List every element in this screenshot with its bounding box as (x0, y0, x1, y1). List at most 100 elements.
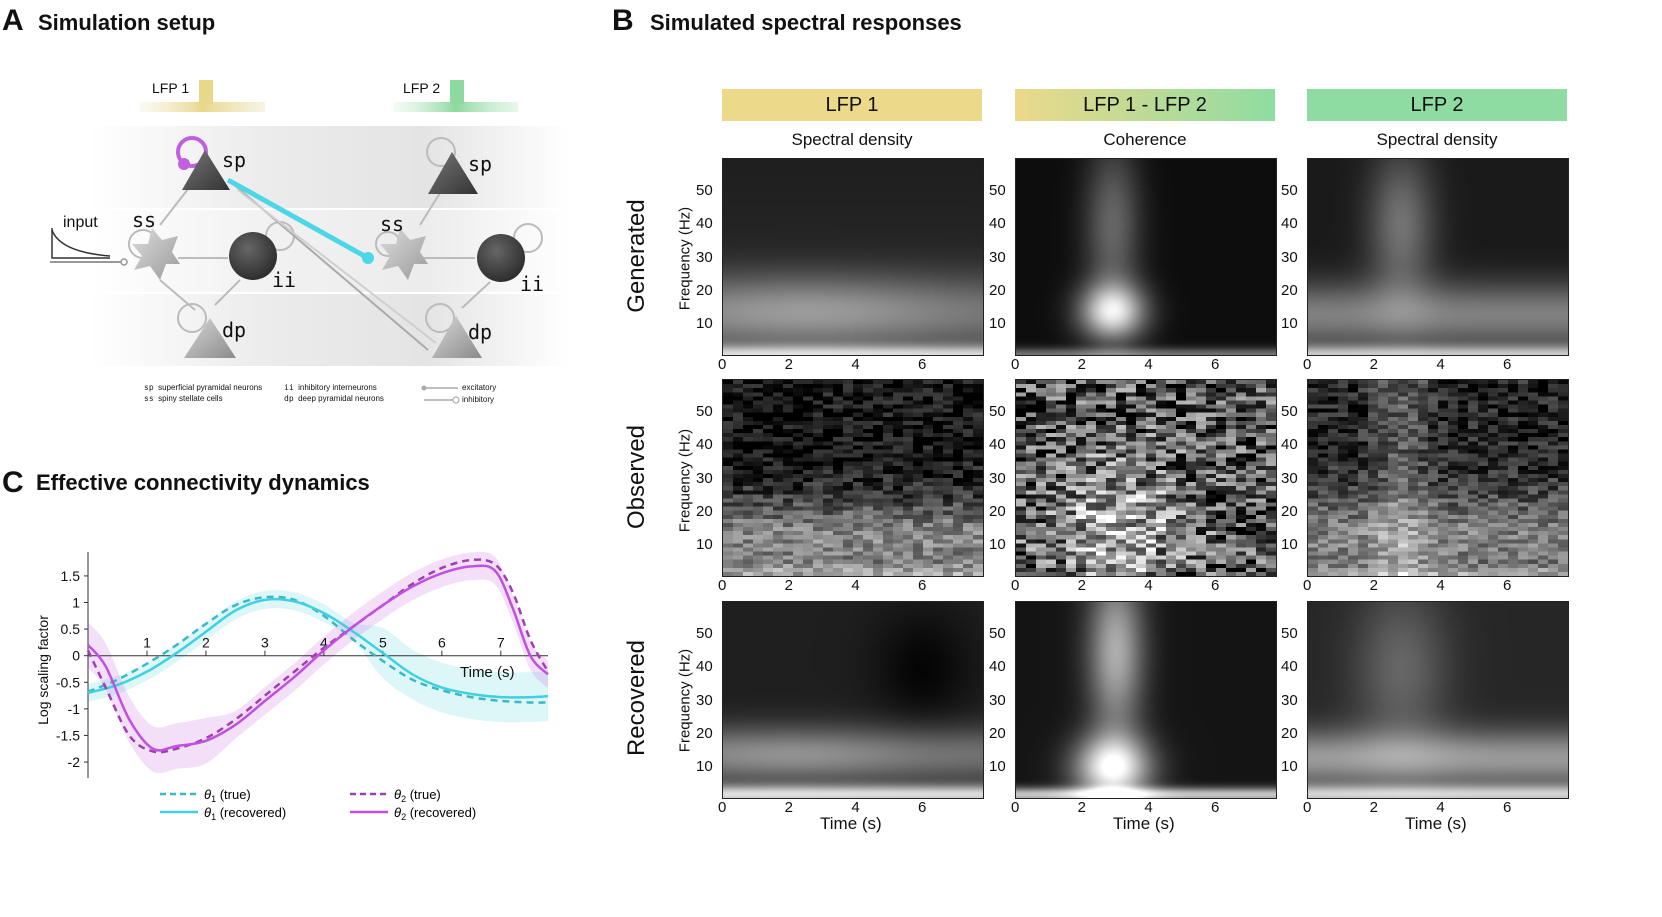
xlabel-lfp1: Time (s) (820, 814, 882, 833)
y-tick: 40 (989, 436, 1006, 454)
chart-legend: θ1 (true)θ1 (recovered) θ2 (true)θ2 (reco… (160, 787, 476, 822)
ss-node-2 (380, 228, 428, 280)
column-header-lfp2: LFP 2 (1307, 89, 1567, 121)
series-line-3 (87, 564, 549, 752)
x-tick: 0 (718, 577, 727, 594)
theta2-uncertainty-band (88, 551, 548, 774)
input-label: input (63, 214, 98, 231)
y-tick: 30 (989, 691, 1006, 709)
x-tick: 6 (1503, 356, 1512, 373)
y-tick: 50 (1281, 625, 1298, 643)
panel-a-letter: A (2, 4, 24, 37)
heatmap-recovered-lfp2 (1307, 601, 1569, 799)
x-tick: 6 (1503, 799, 1512, 816)
x-tick: 6 (918, 577, 927, 594)
ii-label-1: ii (272, 268, 297, 292)
x-tick: 4 (1436, 799, 1445, 816)
x-tick: 6 (918, 799, 927, 816)
y-tick: 10 (989, 315, 1006, 333)
x-tick-label: 7 (497, 635, 505, 651)
x-tick: 6 (1503, 577, 1512, 594)
x-tick: 4 (851, 577, 860, 594)
x-tick: 2 (784, 577, 793, 594)
lfp2-electrode-label: LFP 2 (403, 80, 441, 96)
y-tick: 10 (1281, 536, 1298, 554)
x-tick: 2 (1369, 356, 1378, 373)
y-tick: 20 (1281, 724, 1298, 742)
x-tick: 6 (1211, 799, 1220, 816)
x-tick: 2 (784, 356, 793, 373)
legend-dp: dp deep pyramidal neurons (284, 394, 384, 403)
legend-excitatory: excitatory (462, 383, 497, 392)
y-tick-label: 0.5 (61, 621, 81, 637)
y-tick: 10 (1281, 758, 1298, 776)
input-waveform (51, 228, 111, 259)
heatmap-observed-coherence (1015, 379, 1277, 577)
y-tick: 40 (1281, 436, 1298, 454)
y-tick: 10 (696, 315, 713, 333)
heatmap-generated-lfp2 (1307, 158, 1569, 356)
x-tick: 0 (1303, 799, 1312, 816)
y-tick-label: -2 (68, 754, 81, 770)
y-tick: 40 (989, 658, 1006, 676)
y-tick-label: 0 (72, 648, 80, 664)
x-tick: 4 (851, 799, 860, 816)
row-label-generated: Generated (623, 199, 650, 313)
y-tick-label: -1 (68, 701, 81, 717)
x-tick: 0 (1011, 356, 1020, 373)
panel-b-letter: B (612, 4, 634, 37)
panel-a-title: Simulation setup (38, 10, 216, 35)
y-tick: 20 (1281, 281, 1298, 299)
legend-sp: sp superficial pyramidal neurons (144, 383, 263, 392)
y-tick: 20 (1281, 502, 1298, 520)
connection-legend-symbols (421, 385, 460, 404)
y-tick: 50 (696, 625, 713, 643)
ylabel-generated: Frequency (Hz) (676, 206, 694, 311)
lfp1-electrode (140, 80, 265, 112)
x-tick-label: 4 (320, 635, 328, 651)
layer-band-deep (90, 294, 570, 366)
x-tick: 0 (1011, 799, 1020, 816)
y-tick: 30 (1281, 469, 1298, 487)
ylabel-recovered: Frequency (Hz) (676, 648, 694, 753)
ss-node-1 (132, 228, 180, 280)
x-tick: 2 (1369, 799, 1378, 816)
xlabel-lfp2: Time (s) (1405, 814, 1467, 833)
x-tick-label: 5 (379, 635, 387, 651)
y-tick: 20 (989, 502, 1006, 520)
dp-label-1: dp (222, 318, 247, 342)
x-tick: 6 (1211, 356, 1220, 373)
x-tick-label: 1 (143, 635, 151, 651)
x-tick: 2 (1369, 577, 1378, 594)
chart-ylabel: Log scaling factor (35, 615, 51, 725)
series-line-2 (86, 558, 550, 754)
y-tick-label: 1 (72, 595, 80, 611)
x-tick: 4 (1144, 799, 1153, 816)
column-sub-lfp1: Spectral density (791, 130, 913, 149)
x-tick: 6 (918, 356, 927, 373)
series-line-0 (87, 595, 549, 704)
row-label-recovered: Recovered (623, 639, 650, 757)
ss-label-1: ss (132, 208, 157, 232)
y-tick-label: -0.5 (56, 674, 80, 690)
x-tick: 2 (1077, 577, 1086, 594)
theta1-uncertainty-band (88, 590, 548, 723)
y-tick: 30 (696, 248, 713, 266)
panel-c-title: Effective connectivity dynamics (36, 470, 370, 495)
heatmap-generated-coherence (1015, 158, 1277, 356)
y-tick: 20 (989, 724, 1006, 742)
ss-label-2: ss (380, 212, 405, 236)
dp-node-1 (184, 318, 236, 358)
y-tick: 30 (1281, 248, 1298, 266)
x-tick: 4 (1436, 577, 1445, 594)
sp-node-2 (428, 152, 478, 194)
lfp1-electrode-label: LFP 1 (152, 80, 190, 96)
y-tick: 50 (989, 625, 1006, 643)
x-tick-label: 6 (438, 635, 446, 651)
y-tick: 40 (989, 215, 1006, 233)
layer-band-superficial (90, 126, 570, 208)
x-tick: 4 (851, 356, 860, 373)
heatmap-observed-lfp2 (1307, 379, 1569, 577)
sp-node-1 (182, 150, 230, 190)
y-tick: 30 (696, 469, 713, 487)
